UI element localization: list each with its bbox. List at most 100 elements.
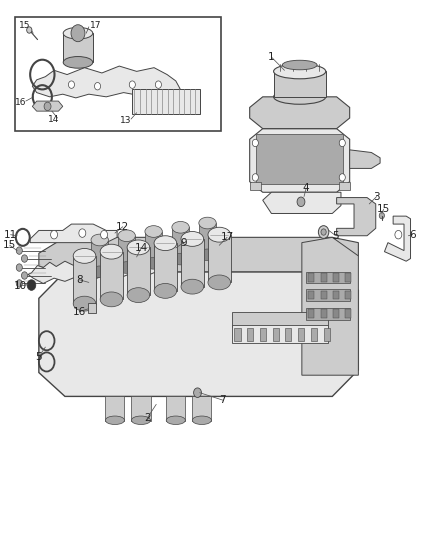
Bar: [63, 33, 93, 62]
Circle shape: [194, 388, 201, 398]
Ellipse shape: [118, 262, 135, 273]
Bar: [234, 328, 240, 341]
Circle shape: [79, 229, 86, 237]
Bar: [172, 227, 189, 259]
Polygon shape: [263, 192, 341, 214]
Bar: [132, 89, 200, 114]
Bar: [131, 396, 151, 421]
Ellipse shape: [63, 56, 93, 68]
Ellipse shape: [208, 227, 230, 242]
Ellipse shape: [145, 257, 162, 269]
Circle shape: [101, 230, 108, 239]
Circle shape: [339, 139, 345, 147]
Bar: [345, 291, 351, 300]
Circle shape: [71, 25, 85, 42]
Ellipse shape: [91, 234, 109, 246]
Polygon shape: [32, 66, 180, 98]
Bar: [127, 247, 150, 295]
Bar: [273, 328, 279, 341]
Bar: [321, 291, 327, 300]
Circle shape: [68, 81, 74, 88]
Bar: [232, 325, 328, 343]
Circle shape: [129, 81, 135, 88]
Text: 9: 9: [180, 238, 187, 248]
Polygon shape: [32, 101, 63, 111]
Ellipse shape: [127, 288, 150, 303]
Text: 1: 1: [268, 52, 275, 62]
Circle shape: [51, 230, 57, 239]
Text: 14: 14: [134, 243, 148, 253]
Ellipse shape: [154, 236, 177, 251]
Bar: [274, 71, 326, 97]
Ellipse shape: [199, 249, 216, 261]
Text: 16: 16: [73, 306, 86, 317]
Circle shape: [16, 280, 22, 287]
Circle shape: [27, 27, 32, 33]
Circle shape: [395, 230, 402, 239]
Bar: [15, 17, 222, 131]
Ellipse shape: [181, 231, 204, 246]
Circle shape: [339, 174, 345, 181]
Bar: [345, 273, 351, 282]
Text: 15: 15: [377, 204, 390, 214]
Text: 5: 5: [35, 352, 42, 361]
Ellipse shape: [106, 416, 124, 424]
Circle shape: [252, 139, 258, 147]
Ellipse shape: [73, 296, 96, 311]
Circle shape: [21, 255, 28, 262]
Polygon shape: [250, 182, 261, 190]
Circle shape: [16, 247, 22, 254]
Text: 8: 8: [76, 274, 83, 285]
Ellipse shape: [274, 90, 326, 104]
Ellipse shape: [282, 60, 317, 70]
Ellipse shape: [145, 225, 162, 237]
Circle shape: [379, 213, 385, 219]
Bar: [333, 291, 339, 300]
Ellipse shape: [131, 416, 151, 424]
Ellipse shape: [166, 416, 185, 424]
Bar: [166, 396, 185, 421]
Text: 16: 16: [15, 98, 26, 107]
Ellipse shape: [172, 221, 189, 233]
Bar: [154, 243, 177, 291]
Bar: [100, 252, 123, 300]
Bar: [306, 308, 350, 319]
Bar: [247, 328, 253, 341]
Text: 17: 17: [220, 232, 234, 243]
Text: 7: 7: [219, 395, 226, 405]
Ellipse shape: [91, 266, 109, 278]
Bar: [118, 236, 135, 268]
Ellipse shape: [172, 253, 189, 265]
Bar: [333, 273, 339, 282]
Bar: [308, 273, 314, 282]
Bar: [232, 312, 328, 327]
Ellipse shape: [192, 416, 212, 424]
Text: 11: 11: [4, 230, 17, 240]
Polygon shape: [339, 182, 350, 190]
Bar: [306, 272, 350, 284]
Circle shape: [16, 264, 22, 271]
Polygon shape: [39, 237, 358, 272]
Polygon shape: [39, 272, 358, 397]
Polygon shape: [337, 198, 376, 236]
Circle shape: [297, 197, 305, 207]
Circle shape: [95, 83, 101, 90]
Ellipse shape: [208, 275, 230, 290]
Ellipse shape: [73, 248, 96, 263]
Bar: [260, 328, 266, 341]
Text: 17: 17: [90, 21, 101, 30]
Text: 6: 6: [410, 230, 416, 240]
Polygon shape: [30, 224, 117, 243]
Ellipse shape: [199, 217, 216, 229]
Text: 15: 15: [3, 240, 16, 251]
Bar: [321, 273, 327, 282]
Circle shape: [155, 81, 162, 88]
Bar: [306, 289, 350, 301]
Ellipse shape: [127, 240, 150, 255]
Ellipse shape: [181, 279, 204, 294]
Bar: [88, 303, 96, 313]
Circle shape: [252, 174, 258, 181]
Bar: [256, 134, 343, 184]
Text: 10: 10: [14, 281, 27, 291]
Bar: [106, 396, 124, 421]
